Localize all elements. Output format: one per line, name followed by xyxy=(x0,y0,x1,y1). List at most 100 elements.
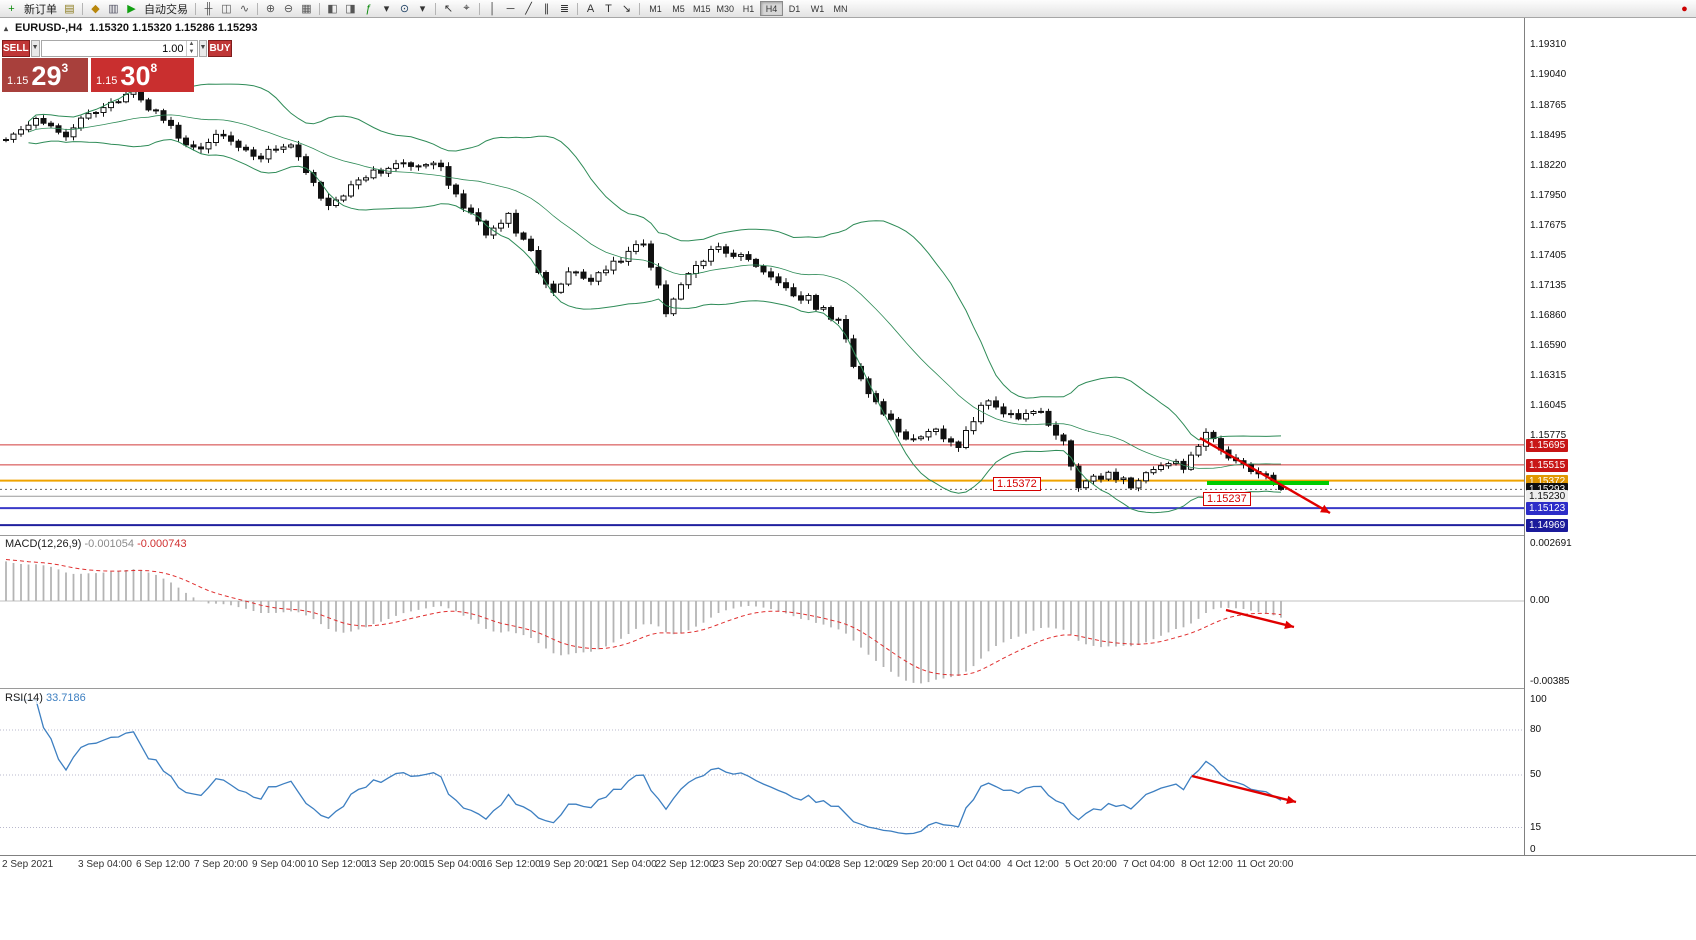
chart-title: ▴ EURUSD-,H4 1.15320 1.15320 1.15286 1.1… xyxy=(4,22,257,34)
timeframe-button-m30[interactable]: M30 xyxy=(714,1,738,16)
timeframe-button-m1[interactable]: M1 xyxy=(644,1,667,16)
main-price-chart[interactable] xyxy=(0,18,1524,535)
volume-spinner[interactable]: ▲ ▼ xyxy=(185,41,197,56)
profiles-icon[interactable]: ◆ xyxy=(91,3,100,15)
price-axis-tick: 1.17135 xyxy=(1530,279,1567,291)
trend-arrow[interactable] xyxy=(1199,436,1331,515)
time-label: 22 Sep 12:00 xyxy=(655,859,715,870)
trend-arrow[interactable] xyxy=(1191,774,1297,804)
price-annotation-label-b[interactable]: 1.15237 xyxy=(1203,492,1251,506)
timeframe-button-h1[interactable]: H1 xyxy=(737,1,760,16)
buy-button[interactable]: BUY xyxy=(208,40,232,57)
indicators-icon[interactable]: ƒ xyxy=(365,2,372,15)
buy-price-pip: 8 xyxy=(150,61,158,75)
arrow-objects-icon[interactable]: ↘ xyxy=(621,3,632,15)
timeframe-toolbar: M1 M5 M15 M30 H1 H4 D1 W1 MN xyxy=(644,1,852,16)
time-label: 11 Oct 20:00 xyxy=(1236,859,1294,870)
zoom-in-icon[interactable]: ⊕ xyxy=(265,3,276,15)
spinner-up-icon[interactable]: ▲ xyxy=(188,41,195,47)
buy-price-button[interactable]: 1.15 30 8 xyxy=(91,58,194,92)
zoom-out-icon[interactable]: ⊖ xyxy=(283,3,294,15)
chart-list-icon[interactable]: ▤ xyxy=(64,3,75,15)
time-label: 16 Sep 12:00 xyxy=(481,859,541,870)
new-order-label[interactable]: 新订单 xyxy=(24,3,57,16)
timeframe-button-h4[interactable]: H4 xyxy=(760,1,784,16)
rsi-line xyxy=(13,699,1282,835)
sell-button[interactable]: SELL xyxy=(2,40,30,57)
cursor-icon[interactable]: ↖ xyxy=(443,3,454,15)
trend-arrow-head xyxy=(1320,504,1330,513)
ohlc-values: 1.15320 1.15320 1.15286 1.15293 xyxy=(89,22,258,34)
pane-separator[interactable] xyxy=(0,535,1524,536)
text-icon[interactable]: A xyxy=(586,2,595,15)
pane-separator[interactable] xyxy=(0,688,1524,689)
new-order-icon[interactable]: + xyxy=(8,2,15,15)
sell-options-dropdown-icon[interactable]: ▼ xyxy=(30,40,40,57)
crosshair-icon[interactable]: ⌖ xyxy=(463,2,470,14)
time-label: 27 Sep 04:00 xyxy=(771,859,831,870)
toolbar-separator xyxy=(639,2,640,15)
indicators-dropdown-icon[interactable]: ▾ xyxy=(383,3,390,15)
macd-signal-line xyxy=(5,559,1282,676)
new-chart-icon[interactable]: ◨ xyxy=(345,3,356,15)
price-axis-tick: 1.19040 xyxy=(1530,69,1567,81)
bollinger-bands xyxy=(28,83,1282,514)
grid-icon[interactable]: ▦ xyxy=(301,3,312,15)
time-axis[interactable]: 2 Sep 2021 3 Sep 04:00 6 Sep 12:00 7 Sep 20… xyxy=(0,857,1696,873)
volume-input[interactable] xyxy=(41,41,186,56)
price-axis-tick: 1.18765 xyxy=(1530,99,1567,111)
macd-indicator-chart[interactable] xyxy=(0,536,1524,688)
timeframe-button-m15[interactable]: M15 xyxy=(690,1,714,16)
connection-status-icon[interactable]: ● xyxy=(1681,2,1688,15)
time-label: 15 Sep 04:00 xyxy=(423,859,483,870)
timeframe-button-w1[interactable]: W1 xyxy=(806,1,829,16)
spinner-down-icon[interactable]: ▼ xyxy=(188,48,195,55)
price-axis-tick: 1.18220 xyxy=(1530,159,1567,171)
one-click-toggle-icon[interactable]: ▴ xyxy=(4,23,9,33)
auto-trading-icon[interactable]: ▶ xyxy=(127,3,136,15)
horizontal-price-lines[interactable] xyxy=(0,444,1524,527)
equidistant-channel-icon[interactable]: ∥ xyxy=(543,3,550,15)
macd-axis-tick: -0.00385 xyxy=(1530,675,1570,687)
buy-price-prefix: 1.15 xyxy=(96,75,118,87)
buy-price-big: 30 xyxy=(120,61,151,91)
sell-price-big: 29 xyxy=(31,61,62,91)
price-tag: 1.15695 xyxy=(1526,438,1569,452)
rsi-axis-tick: 100 xyxy=(1530,694,1547,705)
auto-trading-label[interactable]: 自动交易 xyxy=(144,3,188,16)
candlestick-chart-icon[interactable]: ◫ xyxy=(221,3,232,15)
sell-price-button[interactable]: 1.15 29 3 xyxy=(2,58,88,92)
trendline-icon[interactable]: ╱ xyxy=(525,3,532,15)
rsi-axis-tick: 0 xyxy=(1530,844,1536,855)
timeframe-clock-icon[interactable]: ⊙ xyxy=(399,3,410,15)
line-chart-icon[interactable]: ∿ xyxy=(239,3,250,15)
trend-arrow[interactable] xyxy=(1225,608,1295,629)
price-annotation-label-a[interactable]: 1.15372 xyxy=(993,477,1041,491)
tile-windows-icon[interactable]: ◧ xyxy=(327,3,338,15)
horizontal-line-icon[interactable]: ─ xyxy=(506,2,515,15)
timeframe-button-d1[interactable]: D1 xyxy=(783,1,806,16)
time-label: 3 Sep 04:00 xyxy=(78,859,132,870)
timeframe-button-m5[interactable]: M5 xyxy=(667,1,690,16)
fibonacci-icon[interactable]: ≣ xyxy=(559,3,570,15)
time-label: 2 Sep 2021 xyxy=(2,859,54,870)
price-axis-tick: 1.16590 xyxy=(1530,340,1567,352)
price-axis-tick: 1.18495 xyxy=(1530,129,1567,141)
price-axis[interactable]: 1.19310 1.19040 1.18765 1.18495 1.18220 1.179… xyxy=(1524,18,1696,855)
bar-chart-icon[interactable]: ╫ xyxy=(204,2,213,15)
period-dropdown-icon[interactable]: ▾ xyxy=(419,3,426,15)
timeframe-button-mn[interactable]: MN xyxy=(829,1,852,16)
price-axis-tick: 1.17405 xyxy=(1530,249,1567,261)
time-label: 29 Sep 20:00 xyxy=(887,859,947,870)
price-tag: 1.15230 xyxy=(1526,490,1569,504)
toolbar-separator xyxy=(479,2,480,15)
rsi-indicator-chart[interactable] xyxy=(0,690,1524,855)
chart-window[interactable]: ▴ EURUSD-,H4 1.15320 1.15320 1.15286 1.1… xyxy=(0,18,1696,940)
buy-options-dropdown-icon[interactable]: ▼ xyxy=(198,40,208,57)
trend-arrow-head xyxy=(1284,620,1294,629)
market-watch-icon[interactable]: ▥ xyxy=(108,3,119,15)
vertical-line-icon[interactable]: │ xyxy=(489,2,496,15)
time-label: 5 Oct 20:00 xyxy=(1065,859,1117,870)
text-label-icon[interactable]: T xyxy=(605,2,612,15)
